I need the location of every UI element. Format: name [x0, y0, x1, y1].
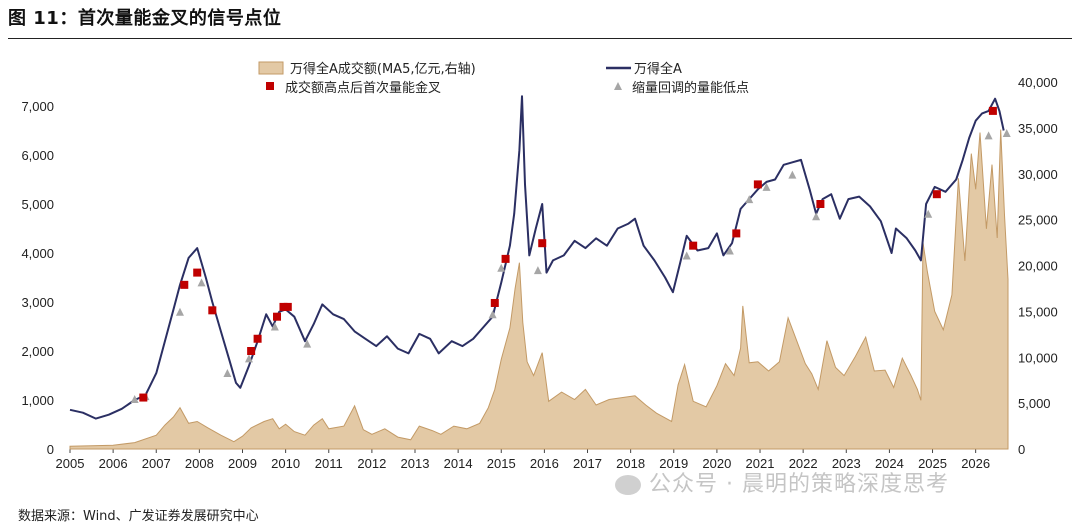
legend-label-red: 成交额高点后首次量能金叉 [285, 80, 441, 96]
x-tick-label: 2019 [659, 456, 688, 471]
x-tick-label: 2018 [616, 456, 645, 471]
turnover-area [69, 129, 1009, 450]
y-right-tick-label: 25,000 [1018, 213, 1058, 228]
legend-swatch-gray [614, 82, 622, 90]
red-square-marker [279, 302, 288, 311]
y-left-tick-label: 3,000 [21, 295, 54, 310]
red-square-marker [283, 302, 292, 311]
gray-triangle-marker [244, 354, 253, 363]
gray-triangle-marker [745, 195, 754, 204]
y-left-tick-label: 1,000 [21, 393, 54, 408]
x-tick-label: 2017 [573, 456, 602, 471]
x-tick-label: 2008 [185, 456, 214, 471]
gray-triangle-marker [488, 310, 497, 319]
legend-swatch-area [258, 61, 284, 75]
legend-label-area: 万得全A成交额(MA5,亿元,右轴) [290, 61, 476, 77]
red-square-marker [180, 280, 189, 289]
figure-title: 图 11：首次量能金叉的信号点位 [8, 8, 282, 29]
x-tick-label: 2011 [315, 456, 343, 471]
gray-triangle-marker [223, 369, 232, 378]
gray-triangle-marker [197, 278, 206, 287]
x-tick-label: 2026 [961, 456, 990, 471]
x-tick-label: 2007 [142, 456, 171, 471]
source-note: 数据来源：Wind、广发证券发展研究中心 [18, 509, 259, 524]
chart-axes: 2005 2006 2007 2008 2009 2010 2011 2012 2013 2014… [21, 75, 1057, 471]
x-tick-label: 2013 [401, 456, 430, 471]
y-right-tick-label: 30,000 [1018, 167, 1058, 182]
x-tick-label: 2022 [789, 456, 818, 471]
gray-triangle-marker [497, 263, 506, 272]
gray-triangle-marker [175, 307, 184, 316]
chart-legend: 万得全A成交额(MA5,亿元,右轴) 万得全A 成交额高点后首次量能金叉 缩量回… [258, 61, 749, 96]
wechat-icon [615, 475, 641, 495]
gray-triangle-marker [924, 209, 933, 218]
y-left-tick-label: 6,000 [21, 148, 54, 163]
x-tick-label: 2015 [487, 456, 516, 471]
y-left-tick-label: 0 [47, 442, 54, 457]
x-tick-label: 2025 [918, 456, 947, 471]
turnover-area-layer [69, 129, 1009, 450]
legend-label-line: 万得全A [634, 61, 682, 77]
x-tick-label: 2023 [832, 456, 861, 471]
watermark-text: 公众号 · 晨明的策略深度思考 [649, 472, 949, 497]
gray-triangle-marker [303, 339, 312, 348]
y-left-tick-label: 2,000 [21, 344, 54, 359]
index-line-layer [69, 95, 1005, 420]
gray-triangle-marker [984, 131, 993, 140]
red-square-marker [689, 241, 698, 250]
x-tick-label: 2006 [99, 456, 128, 471]
red-square-marker [253, 334, 262, 343]
gray-triangle-marker [812, 212, 821, 221]
x-tick-label: 2014 [444, 456, 473, 471]
y-right-tick-label: 10,000 [1018, 350, 1058, 365]
gray-triangle-marker [270, 322, 279, 331]
y-left-tick-label: 5,000 [21, 197, 54, 212]
x-tick-label: 2009 [228, 456, 257, 471]
index-line [69, 95, 1005, 420]
red-square-marker [816, 200, 825, 208]
x-tick-label: 2010 [271, 456, 300, 471]
gray-triangle-marker [130, 395, 139, 404]
y-left-tick-label: 4,000 [21, 246, 54, 261]
y-right-tick-label: 5,000 [1018, 396, 1051, 411]
gray-triangle-marker [788, 170, 797, 179]
red-square-marker [193, 268, 202, 277]
legend-label-gray: 缩量回调的量能低点 [632, 80, 749, 96]
red-square-marker [501, 254, 510, 263]
legend-swatch-red [266, 82, 274, 90]
x-tick-label: 2016 [530, 456, 559, 471]
signal-marker-layer [130, 106, 1011, 404]
y-right-tick-label: 35,000 [1018, 121, 1058, 136]
y-right-tick-label: 20,000 [1018, 259, 1058, 274]
red-square-marker [932, 190, 941, 199]
red-square-marker [753, 180, 762, 189]
red-square-marker [139, 393, 148, 402]
gray-triangle-marker [682, 251, 691, 260]
red-square-marker [490, 298, 499, 307]
red-square-marker [538, 239, 547, 248]
x-tick-label: 2021 [746, 456, 775, 471]
y-left-tick-label: 7,000 [21, 99, 54, 114]
red-square-marker [208, 306, 217, 315]
red-square-marker [247, 347, 256, 355]
title-divider [8, 38, 1072, 39]
y-right-tick-label: 15,000 [1018, 304, 1058, 319]
red-square-marker [273, 312, 282, 321]
watermark: 公众号 · 晨明的策略深度思考 [615, 466, 949, 498]
red-square-marker [988, 106, 997, 115]
x-tick-label: 2005 [56, 456, 85, 471]
red-square-marker [732, 229, 741, 238]
gray-triangle-marker [762, 182, 771, 191]
gray-triangle-marker [1002, 128, 1011, 137]
x-tick-label: 2012 [357, 456, 386, 471]
gray-triangle-marker [533, 266, 542, 275]
gray-triangle-marker [725, 246, 734, 255]
y-right-tick-label: 40,000 [1018, 75, 1058, 90]
y-right-tick-label: 0 [1018, 442, 1025, 457]
x-tick-label: 2020 [702, 456, 731, 471]
x-tick-label: 2024 [875, 456, 904, 471]
